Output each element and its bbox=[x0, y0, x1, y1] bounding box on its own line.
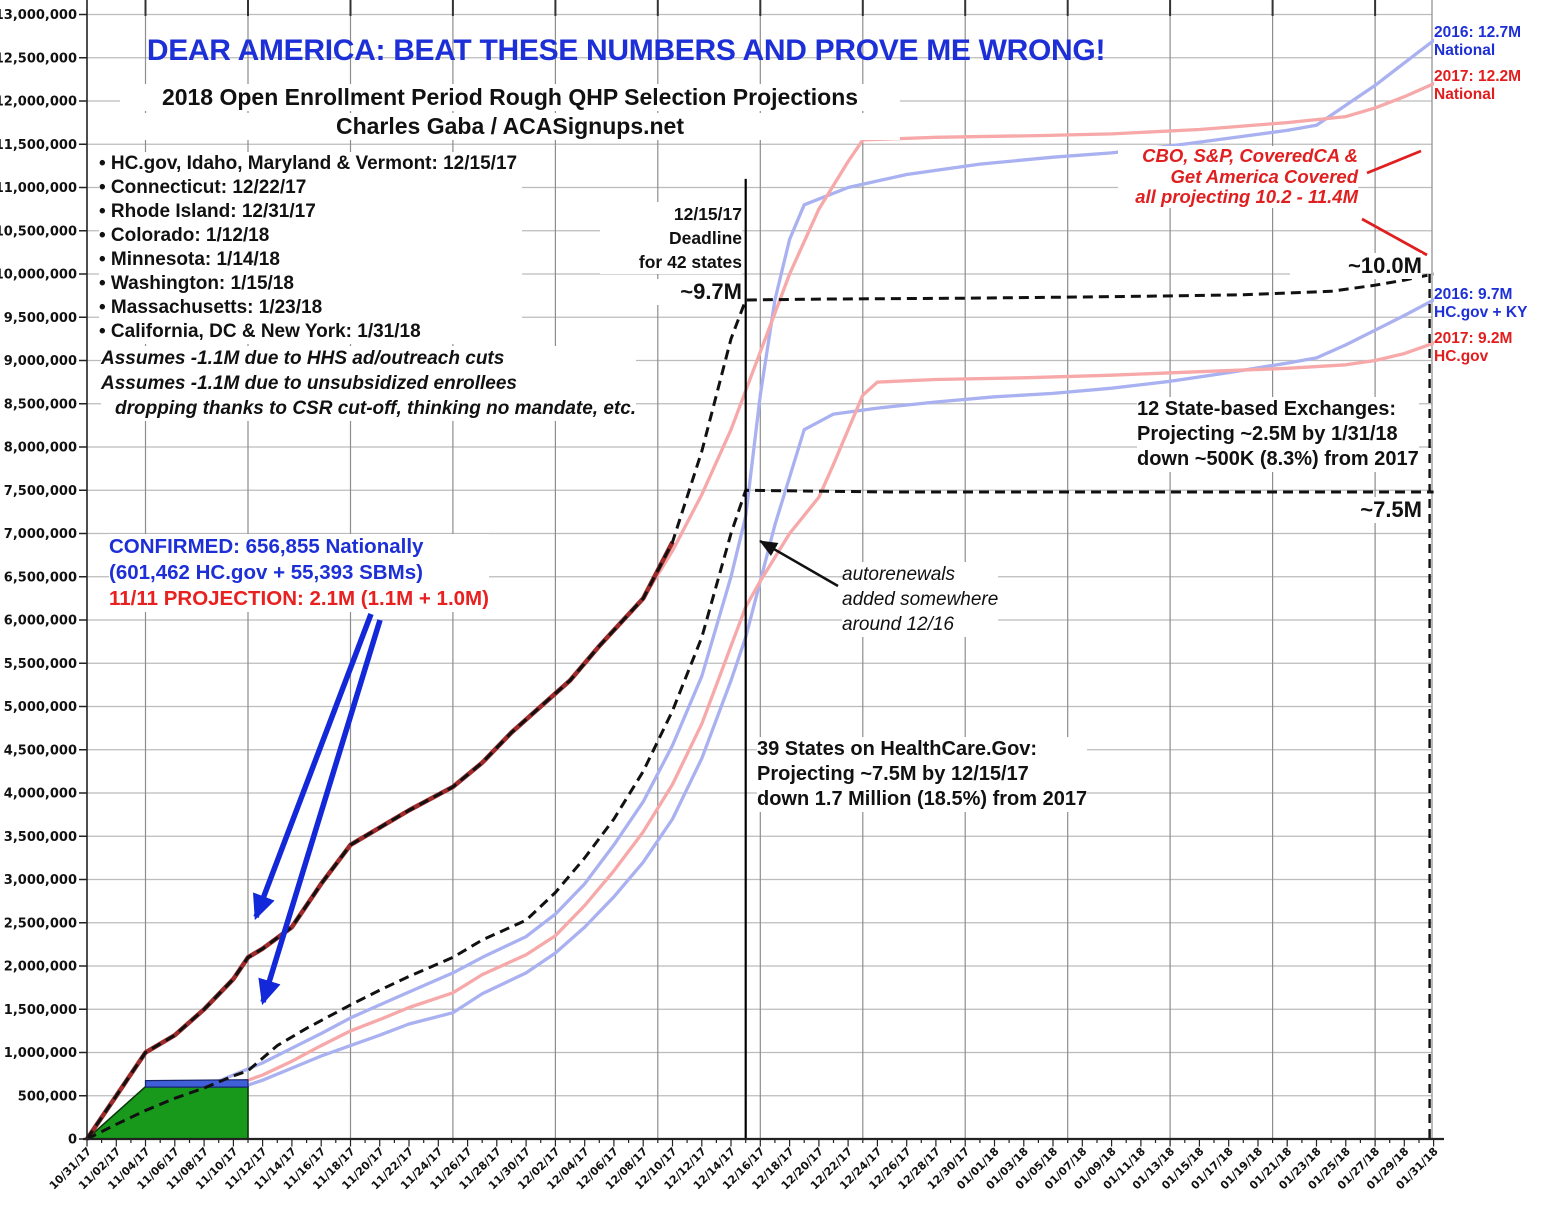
hcgov-projection-note: 39 States on HealthCare.Gov: Projecting ~… bbox=[757, 737, 1088, 812]
text-line: 12 State-based Exchanges: bbox=[1137, 398, 1396, 420]
confirmed-line-national: CONFIRMED: 656,855 Nationally bbox=[109, 535, 424, 558]
list-item: • Massachusetts: 1/23/18 bbox=[99, 297, 323, 318]
deadline-list: • HC.gov, Idaho, Maryland & Vermont: 12/… bbox=[99, 152, 523, 344]
label-9-7m: ~9.7M bbox=[620, 279, 742, 305]
text-line: 2017: 9.2M bbox=[1434, 330, 1513, 347]
y-axis-label: 500,000 bbox=[18, 1089, 77, 1104]
text-line: dropping thanks to CSR cut-off, thinking… bbox=[115, 398, 637, 419]
y-axis-label: 0 bbox=[68, 1133, 77, 1148]
y-axis-label: 11,500,000 bbox=[0, 138, 77, 153]
text-line: 2017: 12.2M bbox=[1434, 68, 1522, 85]
series-end-label: 2016: 12.7M National bbox=[1434, 24, 1546, 60]
confirmed-area-cap bbox=[144, 1079, 249, 1088]
y-axis-label: 11,000,000 bbox=[0, 181, 77, 196]
y-axis-label: 13,000,000 bbox=[0, 8, 77, 23]
text-line: Projecting ~2.5M by 1/31/18 bbox=[1137, 423, 1398, 445]
list-item: • Washington: 1/15/18 bbox=[99, 273, 294, 294]
text-line: National bbox=[1434, 42, 1496, 59]
series-end-label: 2016: 9.7M HC.gov + KY bbox=[1434, 286, 1546, 322]
list-item: • Colorado: 1/12/18 bbox=[99, 225, 270, 246]
y-axis-label: 2,500,000 bbox=[4, 916, 77, 931]
text-line: added somewhere bbox=[842, 589, 999, 610]
list-item: • California, DC & New York: 1/31/18 bbox=[99, 321, 421, 342]
text-line: Assumes -1.1M due to unsubsidized enroll… bbox=[101, 373, 517, 394]
y-axis-label: 3,500,000 bbox=[4, 830, 77, 845]
list-item: • Connecticut: 12/22/17 bbox=[99, 177, 307, 198]
text-line: Deadline bbox=[669, 228, 742, 248]
series-line bbox=[85, 341, 1436, 1141]
list-item: • HC.gov, Idaho, Maryland & Vermont: 12/… bbox=[99, 153, 518, 174]
autorenewals-note: autorenewals added somewhere around 12/16 bbox=[842, 562, 999, 637]
y-axis-label: 8,500,000 bbox=[4, 397, 77, 412]
text-line: 2016: 9.7M bbox=[1434, 286, 1513, 303]
chart-byline: Charles Gaba / ACASignups.net bbox=[120, 113, 900, 140]
chart-subtitle: 2018 Open Enrollment Period Rough QHP Se… bbox=[120, 84, 900, 111]
text-line: 39 States on HealthCare.Gov: bbox=[757, 738, 1038, 760]
y-axis-label: 4,500,000 bbox=[4, 743, 77, 758]
label-10-0m: ~10.0M bbox=[1290, 253, 1422, 279]
text-line: down ~500K (8.3%) from 2017 bbox=[1137, 448, 1419, 470]
list-item: • Rhode Island: 12/31/17 bbox=[99, 201, 316, 222]
y-axis-label: 8,000,000 bbox=[4, 441, 77, 456]
text-line: National bbox=[1434, 86, 1496, 103]
text-line: Projecting ~7.5M by 12/15/17 bbox=[757, 763, 1029, 785]
assumptions-note: Assumes -1.1M due to HHS ad/outreach cut… bbox=[101, 346, 637, 421]
projection-national-line bbox=[85, 272, 1434, 1140]
y-axis-label: 12,500,000 bbox=[0, 51, 77, 66]
text-line: 12/15/17 bbox=[673, 204, 742, 224]
y-axis-label: 1,500,000 bbox=[4, 1003, 77, 1018]
y-axis-label: 10,000,000 bbox=[0, 268, 77, 283]
y-axis-label: 5,500,000 bbox=[4, 657, 77, 672]
text-line: HC.gov bbox=[1434, 348, 1489, 365]
text-line: autorenewals bbox=[842, 564, 956, 585]
projection-hcgov-line bbox=[86, 488, 1434, 1141]
y-axis-label: 7,500,000 bbox=[4, 484, 77, 499]
deadline-note: 12/15/17 Deadline for 42 states bbox=[600, 202, 742, 274]
confirmed-arrow-upper bbox=[253, 613, 374, 921]
text-line: Assumes -1.1M due to HHS ad/outreach cut… bbox=[101, 348, 505, 369]
y-axis-label: 10,500,000 bbox=[0, 224, 77, 239]
y-axis-label: 12,000,000 bbox=[0, 95, 77, 110]
confirmed-area bbox=[84, 1085, 249, 1140]
confirmed-line-split: (601,462 HC.gov + 55,393 SBMs) bbox=[109, 561, 423, 584]
series-end-label: 2017: 12.2M National bbox=[1434, 68, 1546, 104]
confirmed-note: CONFIRMED: 656,855 Nationally (601,462 H… bbox=[109, 534, 489, 612]
y-axis-label: 3,000,000 bbox=[4, 873, 77, 888]
y-axis-label: 5,000,000 bbox=[4, 700, 77, 715]
text-line: 2016: 12.7M bbox=[1434, 24, 1522, 41]
series-line bbox=[85, 38, 1436, 1141]
cbo-callout-line-lower bbox=[1361, 217, 1428, 257]
text-line: for 42 states bbox=[638, 252, 742, 272]
projection-line-1111: 11/11 PROJECTION: 2.1M (1.1M + 1.0M) bbox=[109, 587, 489, 610]
text-line: Get America Covered bbox=[1170, 165, 1358, 187]
y-axis-label: 9,500,000 bbox=[4, 311, 77, 326]
y-axis-label: 2,000,000 bbox=[4, 960, 77, 975]
text-line: HC.gov + KY bbox=[1434, 304, 1528, 321]
series-end-label: 2017: 9.2M HC.gov bbox=[1434, 330, 1546, 366]
sbe-projection-note: 12 State-based Exchanges: Projecting ~2.5… bbox=[1137, 397, 1419, 472]
projection-shadow bbox=[85, 541, 675, 1141]
text-line: all projecting 10.2 - 11.4M bbox=[1135, 186, 1358, 207]
text-line: CBO, S&P, CoveredCA & bbox=[1142, 145, 1358, 166]
label-7-5m: ~7.5M bbox=[1290, 497, 1422, 523]
autorenewals-arrow bbox=[759, 539, 839, 588]
y-axis-label: 6,500,000 bbox=[4, 570, 77, 585]
y-axis-label: 7,000,000 bbox=[4, 527, 77, 542]
y-axis-label: 6,000,000 bbox=[4, 614, 77, 629]
text-line: down 1.7 Million (18.5%) from 2017 bbox=[757, 788, 1088, 810]
y-axis-label: 4,000,000 bbox=[4, 787, 77, 802]
cbo-projection-note: CBO, S&P, CoveredCA & Get America Covered… bbox=[1118, 145, 1358, 208]
confirmed-arrow-lower bbox=[258, 619, 383, 1006]
y-axis-label: 1,000,000 bbox=[4, 1046, 77, 1061]
y-axis-label: 9,000,000 bbox=[4, 354, 77, 369]
list-item: • Minnesota: 1/14/18 bbox=[99, 249, 280, 270]
text-line: around 12/16 bbox=[842, 614, 954, 635]
page-title: DEAR AMERICA: BEAT THESE NUMBERS AND PRO… bbox=[146, 34, 1106, 67]
cbo-callout-line-upper bbox=[1366, 149, 1422, 175]
